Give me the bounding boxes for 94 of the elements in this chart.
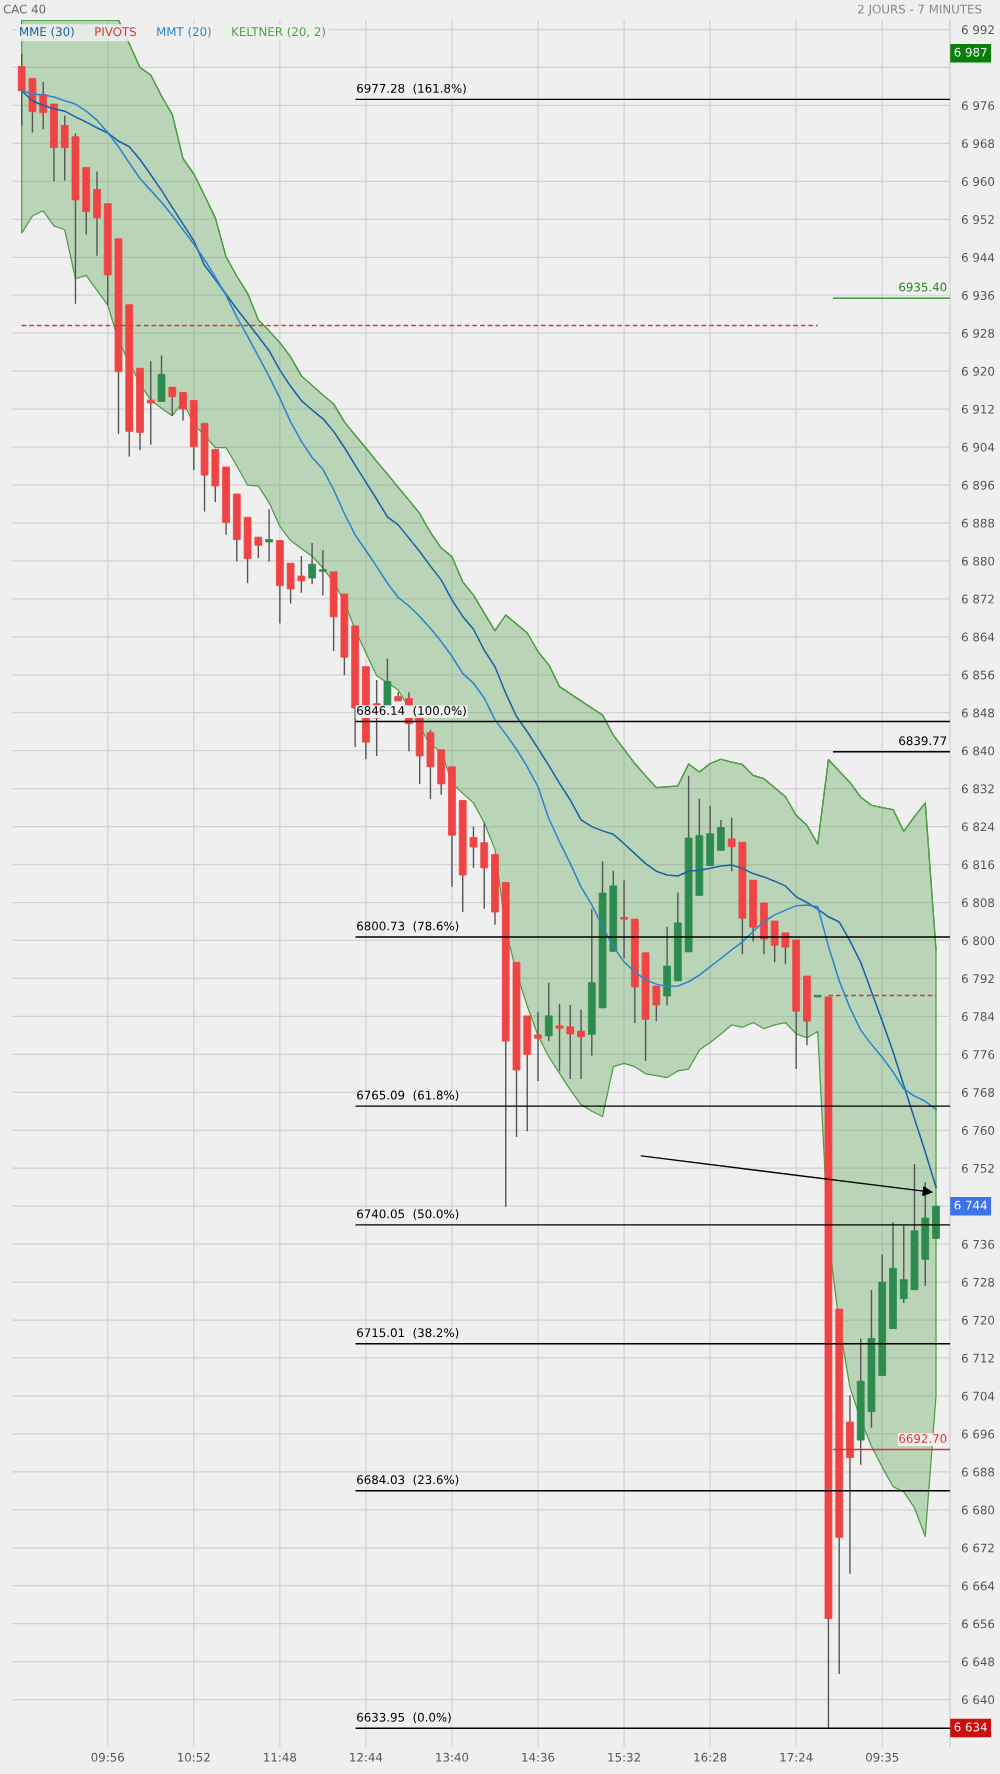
ref-line-label: 6740.05 (50.0%) xyxy=(357,1209,459,1220)
y-tick-label: 6 736 xyxy=(961,1239,995,1249)
y-tick-label: 6 720 xyxy=(961,1315,995,1325)
candlestick xyxy=(899,1224,908,1304)
x-tick-label: 12:44 xyxy=(350,1752,383,1762)
y-tick-label: 6 888 xyxy=(961,518,995,528)
y-tick-label: 6 760 xyxy=(961,1125,995,1135)
y-tick-label: 6 752 xyxy=(961,1163,994,1173)
ref-line-label: 6800.73 (78.6%) xyxy=(357,921,459,932)
y-tick-label: 6 800 xyxy=(961,936,995,946)
y-tick-label: 6 824 xyxy=(961,822,995,832)
y-tick-label: 6 856 xyxy=(961,670,995,680)
candlestick xyxy=(265,508,273,563)
y-tick-label: 6 960 xyxy=(961,177,995,187)
ref-line-label: 6715.01 (38.2%) xyxy=(357,1328,459,1339)
candlestick xyxy=(146,360,155,446)
y-tick-label: 6 920 xyxy=(961,366,995,376)
y-tick-label: 6 832 xyxy=(961,784,994,794)
y-tick-label: 6 712 xyxy=(961,1353,994,1363)
text: PIVOTS xyxy=(95,27,137,37)
y-tick-label: 6 696 xyxy=(961,1429,995,1439)
annotation: 6 744 xyxy=(954,1200,987,1210)
ref-line-label: 6684.03 (23.6%) xyxy=(357,1475,459,1486)
y-tick-label: 6 816 xyxy=(961,860,995,870)
candlestick xyxy=(566,1004,575,1080)
y-tick-label: 6 688 xyxy=(961,1467,995,1477)
candlestick xyxy=(544,982,553,1042)
x-tick-label: 13:40 xyxy=(436,1752,469,1762)
y-tick-label: 6 728 xyxy=(961,1277,995,1287)
candlestick xyxy=(308,542,316,585)
y-tick-label: 6 672 xyxy=(961,1543,994,1553)
candlestick xyxy=(727,816,736,872)
candlestick xyxy=(179,391,187,422)
y-tick-label: 6 768 xyxy=(961,1088,995,1097)
ref-line-label: 6846.14 (100.0%) xyxy=(357,705,466,717)
candlestick xyxy=(319,549,327,597)
y-tick-label: 6 784 xyxy=(961,1012,995,1022)
y-tick-label: 6 912 xyxy=(961,404,994,414)
ref-line-label: 6692.70 xyxy=(899,1434,947,1443)
candlestick xyxy=(652,985,661,1022)
x-tick-label: 16:28 xyxy=(694,1752,727,1762)
y-tick-label: 6 664 xyxy=(961,1581,995,1591)
candlestick xyxy=(620,879,628,960)
x-tick-label: 15:32 xyxy=(608,1752,640,1762)
x-tick-label: 17:24 xyxy=(780,1752,813,1762)
y-tick-label: 6 872 xyxy=(961,594,994,604)
y-tick-label: 6 968 xyxy=(961,139,995,149)
candlestick xyxy=(469,825,478,869)
x-tick-label: 09:35 xyxy=(866,1752,899,1762)
x-tick-label: 09:56 xyxy=(91,1752,124,1762)
candlestick xyxy=(254,536,263,559)
x-tick-label: 14:36 xyxy=(522,1752,555,1762)
x-tick-label: 11:48 xyxy=(264,1752,297,1762)
y-tick-label: 6 680 xyxy=(961,1505,995,1515)
y-tick-label: 6 992 xyxy=(961,25,994,35)
candlestick xyxy=(60,114,69,182)
text: KELTNER (20, 2) xyxy=(232,27,325,38)
y-tick-label: 6 640 xyxy=(961,1695,995,1705)
ref-line-label: 6935.40 xyxy=(899,282,947,292)
y-tick-label: 6 880 xyxy=(961,556,995,566)
y-tick-label: 6 928 xyxy=(961,328,995,338)
candlestick xyxy=(781,932,790,965)
y-tick-label: 6 936 xyxy=(961,290,995,300)
ref-line-label: 6977.28 (161.8%) xyxy=(357,83,466,95)
y-tick-label: 6 952 xyxy=(961,215,994,224)
y-tick-label: 6 976 xyxy=(961,101,995,111)
y-tick-label: 6 904 xyxy=(961,442,995,452)
y-tick-label: 6 808 xyxy=(961,898,995,908)
text: MME (30) xyxy=(20,27,74,38)
y-tick-label: 6 792 xyxy=(961,974,994,984)
annotation: 6 987 xyxy=(954,47,987,57)
chart-subtitle: 2 JOURS - 7 MINUTES xyxy=(858,4,982,16)
candlestick xyxy=(534,1010,542,1082)
ref-line-label: 6765.09 (61.8%) xyxy=(357,1090,459,1101)
y-tick-label: 6 840 xyxy=(961,746,995,756)
y-tick-label: 6 944 xyxy=(961,252,995,262)
y-tick-label: 6 864 xyxy=(961,632,995,642)
y-tick-label: 6 704 xyxy=(961,1391,995,1401)
candlestick xyxy=(577,1009,585,1080)
ref-line-label: 6633.95 (0.0%) xyxy=(357,1712,451,1724)
y-tick-label: 6 776 xyxy=(961,1050,995,1059)
candlestick xyxy=(555,1003,564,1072)
candlestick xyxy=(297,555,306,594)
candlestick xyxy=(168,386,177,417)
annotation: 6 634 xyxy=(954,1722,987,1732)
y-tick-label: 6 848 xyxy=(961,708,995,718)
x-tick-label: 10:52 xyxy=(178,1752,210,1762)
y-tick-label: 6 656 xyxy=(961,1619,995,1629)
y-tick-label: 6 648 xyxy=(961,1657,995,1667)
y-tick-label: 6 896 xyxy=(961,480,995,490)
candlestick xyxy=(717,819,725,852)
ref-line-label: 6839.77 xyxy=(899,736,947,746)
chart-title: CAC 40 xyxy=(3,4,46,14)
text: MMT (20) xyxy=(157,27,211,38)
